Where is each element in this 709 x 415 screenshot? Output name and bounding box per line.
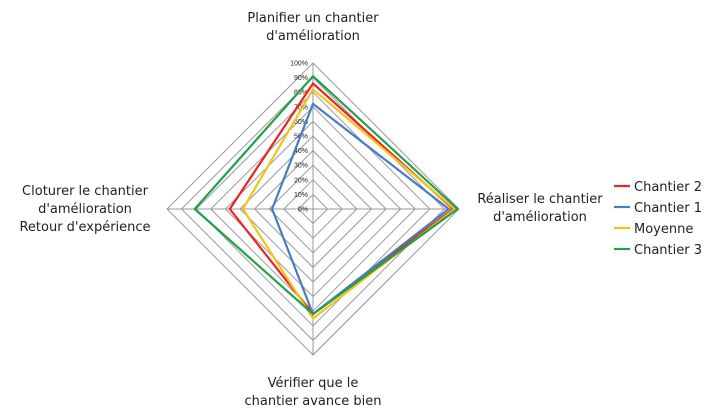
tick-label: 10% [294, 192, 308, 199]
axis-label: Planifier un chantier [247, 11, 379, 26]
axis-label: Réaliser le chantier [477, 192, 603, 207]
tick-label: 20% [294, 177, 308, 184]
legend-label: Chantier 2 [634, 180, 702, 195]
tick-label: 30% [294, 163, 308, 170]
legend-label: Chantier 1 [634, 201, 702, 216]
legend-label: Chantier 3 [634, 243, 702, 258]
series-lines [193, 74, 460, 321]
axis-label: d'amélioration [38, 202, 132, 217]
tick-label: 60% [294, 119, 308, 126]
axis-label: Cloturer le chantier [22, 184, 149, 199]
axis-label: Vérifier que le [268, 376, 359, 391]
axis-labels: Planifier un chantier d'amélioration Réali… [19, 11, 603, 409]
series-line [193, 74, 460, 316]
tick-label: 40% [294, 148, 308, 155]
axis-label: d'amélioration [493, 210, 587, 225]
axis-label: d'amélioration [266, 29, 360, 44]
tick-label: 90% [294, 75, 308, 82]
grid [166, 62, 460, 356]
axis-label: chantier avance bien [244, 394, 381, 409]
legend: Chantier 2 Chantier 1 Moyenne Chantier 3 [614, 180, 702, 258]
tick-label: 100% [290, 61, 308, 68]
tick-label: 0% [298, 207, 308, 214]
axis-label: Retour d'expérience [19, 220, 150, 235]
legend-label: Moyenne [634, 222, 693, 237]
series-line [241, 87, 457, 321]
tick-label: 80% [294, 90, 308, 97]
